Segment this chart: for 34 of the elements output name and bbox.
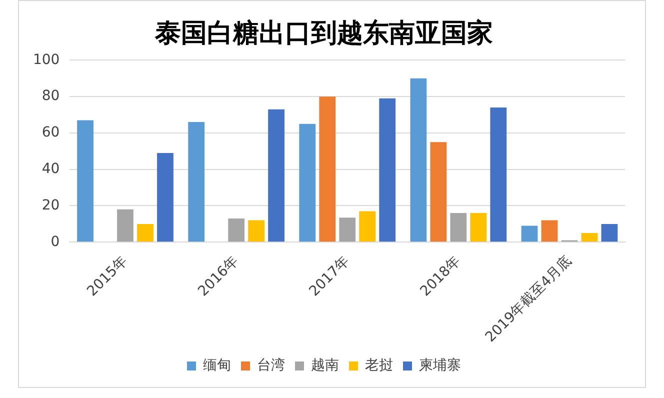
bar — [228, 218, 244, 242]
bar — [268, 109, 284, 242]
y-tick-label: 60 — [42, 124, 60, 141]
legend-label: 老挝 — [365, 358, 393, 374]
bar — [410, 78, 427, 242]
bar — [379, 98, 396, 242]
bar — [137, 224, 154, 242]
bar — [248, 220, 264, 242]
bar — [470, 213, 487, 242]
bar — [188, 122, 205, 242]
bar — [299, 124, 316, 242]
y-tick-label: 40 — [42, 161, 60, 177]
legend-label: 柬埔寨 — [419, 358, 461, 374]
chart-title: 泰国白糖出口到越东南亚国家 — [154, 18, 493, 48]
bar — [541, 220, 558, 242]
bar — [117, 209, 134, 242]
bar — [157, 152, 174, 242]
bar — [339, 218, 356, 242]
bar — [319, 96, 336, 242]
legend-label: 越南 — [311, 358, 339, 374]
legend-label: 缅甸 — [203, 358, 231, 374]
bar — [77, 120, 94, 242]
bar — [450, 213, 467, 242]
bar — [581, 233, 598, 242]
y-tick-label: 100 — [32, 52, 60, 68]
bar — [430, 142, 447, 242]
y-tick-label: 80 — [42, 88, 60, 104]
y-tick-label: 20 — [42, 197, 60, 214]
bar — [490, 108, 507, 242]
bar — [359, 211, 376, 242]
legend-label: 台湾 — [257, 358, 285, 374]
bar — [521, 226, 538, 242]
y-tick-label: 0 — [50, 234, 60, 250]
bar — [601, 224, 618, 242]
